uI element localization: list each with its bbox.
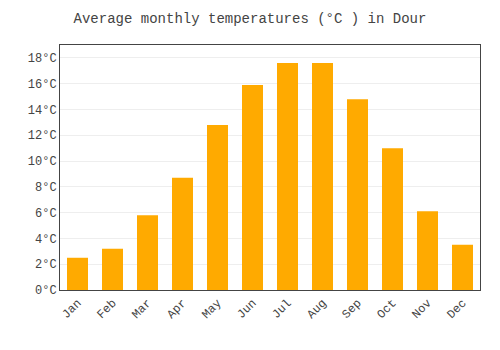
svg-text:6°C: 6°C [35,207,57,221]
svg-text:2°C: 2°C [35,258,57,272]
svg-text:Nov: Nov [409,297,434,322]
svg-text:Jun: Jun [234,297,259,322]
svg-text:Mar: Mar [129,297,154,322]
svg-text:Oct: Oct [374,297,399,322]
svg-text:8°C: 8°C [35,181,57,195]
svg-text:14°C: 14°C [28,104,57,118]
svg-text:Sep: Sep [339,297,364,322]
svg-text:10°C: 10°C [28,155,57,169]
svg-text:18°C: 18°C [28,52,57,66]
svg-text:May: May [199,297,224,322]
svg-text:4°C: 4°C [35,233,57,247]
svg-text:Jan: Jan [59,297,84,322]
svg-text:16°C: 16°C [28,78,57,92]
svg-text:0°C: 0°C [35,284,57,298]
svg-text:12°C: 12°C [28,129,57,143]
svg-text:Aug: Aug [304,297,329,322]
svg-text:Dec: Dec [444,297,469,322]
svg-text:Apr: Apr [164,297,189,322]
svg-text:Feb: Feb [94,297,119,322]
svg-text:Average monthly temperatures (: Average monthly temperatures (°C ) in Do… [74,11,427,27]
svg-text:Jul: Jul [269,297,294,322]
